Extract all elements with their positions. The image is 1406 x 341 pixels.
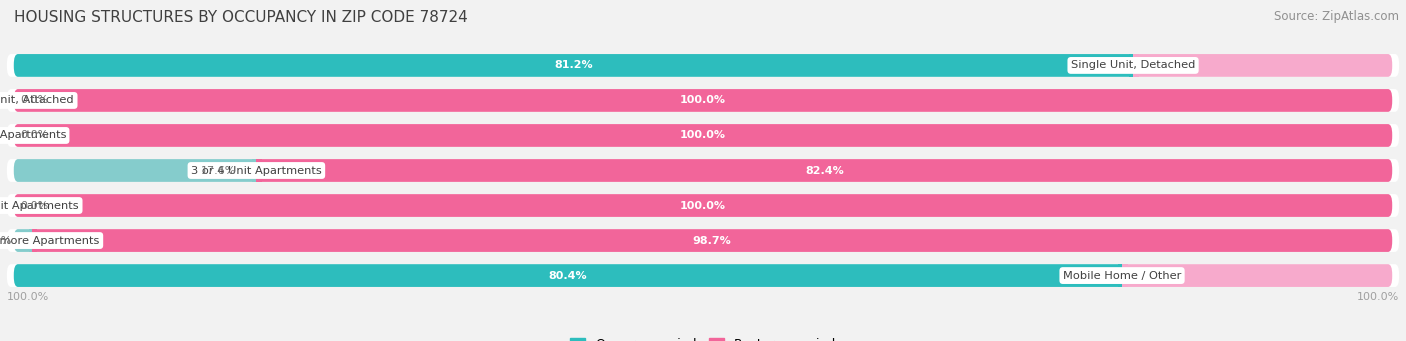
FancyBboxPatch shape — [7, 54, 1399, 77]
Text: 98.7%: 98.7% — [693, 236, 731, 246]
Text: 100.0%: 100.0% — [681, 131, 725, 140]
FancyBboxPatch shape — [14, 264, 1122, 287]
Text: 17.6%: 17.6% — [200, 165, 236, 176]
FancyBboxPatch shape — [14, 124, 1392, 147]
FancyBboxPatch shape — [7, 159, 1399, 182]
Text: 1.4%: 1.4% — [0, 236, 13, 246]
FancyBboxPatch shape — [14, 194, 1392, 217]
Bar — [1129, 54, 1136, 77]
FancyBboxPatch shape — [14, 54, 1133, 77]
FancyBboxPatch shape — [14, 159, 256, 182]
Text: Source: ZipAtlas.com: Source: ZipAtlas.com — [1274, 10, 1399, 23]
FancyBboxPatch shape — [7, 194, 1399, 217]
Bar — [252, 159, 259, 182]
Text: 100.0%: 100.0% — [7, 292, 49, 302]
Text: 0.0%: 0.0% — [20, 201, 48, 210]
Bar — [256, 159, 262, 182]
FancyBboxPatch shape — [1133, 54, 1392, 77]
Text: Single Unit, Attached: Single Unit, Attached — [0, 95, 75, 105]
Text: 5 to 9 Unit Apartments: 5 to 9 Unit Apartments — [0, 201, 79, 210]
Bar — [1118, 264, 1125, 287]
Bar — [1122, 264, 1128, 287]
Bar — [1133, 54, 1139, 77]
Text: 3 or 4 Unit Apartments: 3 or 4 Unit Apartments — [191, 165, 322, 176]
FancyBboxPatch shape — [14, 229, 34, 252]
Text: 100.0%: 100.0% — [681, 95, 725, 105]
Text: 10 or more Apartments: 10 or more Apartments — [0, 236, 100, 246]
FancyBboxPatch shape — [7, 124, 1399, 147]
FancyBboxPatch shape — [14, 89, 1392, 112]
Text: 80.4%: 80.4% — [548, 270, 588, 281]
FancyBboxPatch shape — [1122, 264, 1392, 287]
Text: 82.4%: 82.4% — [804, 165, 844, 176]
Text: 100.0%: 100.0% — [681, 201, 725, 210]
Text: 100.0%: 100.0% — [1357, 292, 1399, 302]
Text: 0.0%: 0.0% — [20, 131, 48, 140]
FancyBboxPatch shape — [7, 229, 1399, 252]
Legend: Owner-occupied, Renter-occupied: Owner-occupied, Renter-occupied — [569, 338, 837, 341]
Text: 81.2%: 81.2% — [554, 60, 593, 71]
FancyBboxPatch shape — [7, 264, 1399, 287]
Bar — [32, 229, 37, 252]
FancyBboxPatch shape — [256, 159, 1392, 182]
Text: Mobile Home / Other: Mobile Home / Other — [1063, 270, 1181, 281]
FancyBboxPatch shape — [32, 229, 1392, 252]
Text: 2 Unit Apartments: 2 Unit Apartments — [0, 131, 66, 140]
FancyBboxPatch shape — [7, 89, 1399, 112]
Text: 0.0%: 0.0% — [20, 95, 48, 105]
Text: HOUSING STRUCTURES BY OCCUPANCY IN ZIP CODE 78724: HOUSING STRUCTURES BY OCCUPANCY IN ZIP C… — [14, 10, 468, 25]
Bar — [30, 229, 35, 252]
Text: Single Unit, Detached: Single Unit, Detached — [1071, 60, 1195, 71]
